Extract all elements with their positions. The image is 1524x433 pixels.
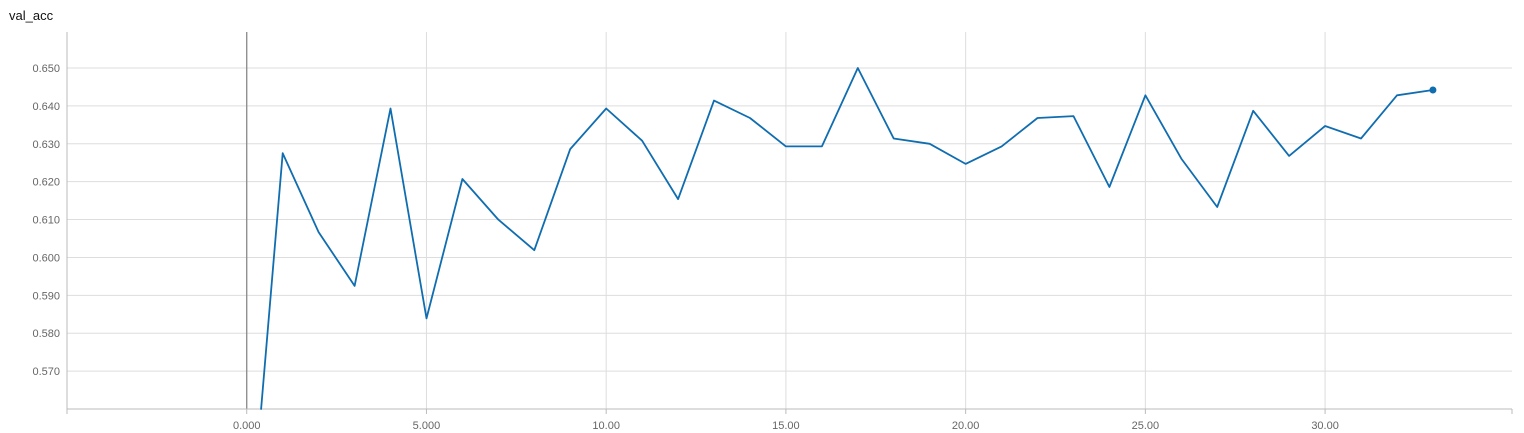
x-tick-label: 25.00 xyxy=(1132,420,1160,432)
x-tick-label: 30.00 xyxy=(1311,420,1339,432)
series-layer xyxy=(260,67,1437,410)
y-tick-label: 0.570 xyxy=(32,366,60,378)
x-tick-label: 10.00 xyxy=(592,420,620,432)
last-point-marker xyxy=(1429,86,1437,94)
y-tick-label: 0.590 xyxy=(32,290,60,302)
y-tick-label: 0.640 xyxy=(32,101,60,113)
x-tick-label: 15.00 xyxy=(772,420,800,432)
y-tick-label: 0.630 xyxy=(32,139,60,151)
chart-title: val_acc xyxy=(9,8,54,23)
y-tick-label: 0.580 xyxy=(32,328,60,340)
y-tick-label: 0.650 xyxy=(32,63,60,75)
x-tick-label: 5.000 xyxy=(413,420,441,432)
series-line xyxy=(260,67,1434,410)
y-tick-label: 0.620 xyxy=(32,177,60,189)
x-tick-label: 0.000 xyxy=(233,420,261,432)
grid-lines xyxy=(67,32,1512,409)
y-tick-label: 0.610 xyxy=(32,215,60,227)
y-tick-label: 0.600 xyxy=(32,252,60,264)
axes xyxy=(66,32,1513,414)
tick-labels: 0.570 0.580 0.590 0.600 0.610 0.620 0.630 0.640… xyxy=(32,63,1338,432)
x-tick-label: 20.00 xyxy=(952,420,980,432)
